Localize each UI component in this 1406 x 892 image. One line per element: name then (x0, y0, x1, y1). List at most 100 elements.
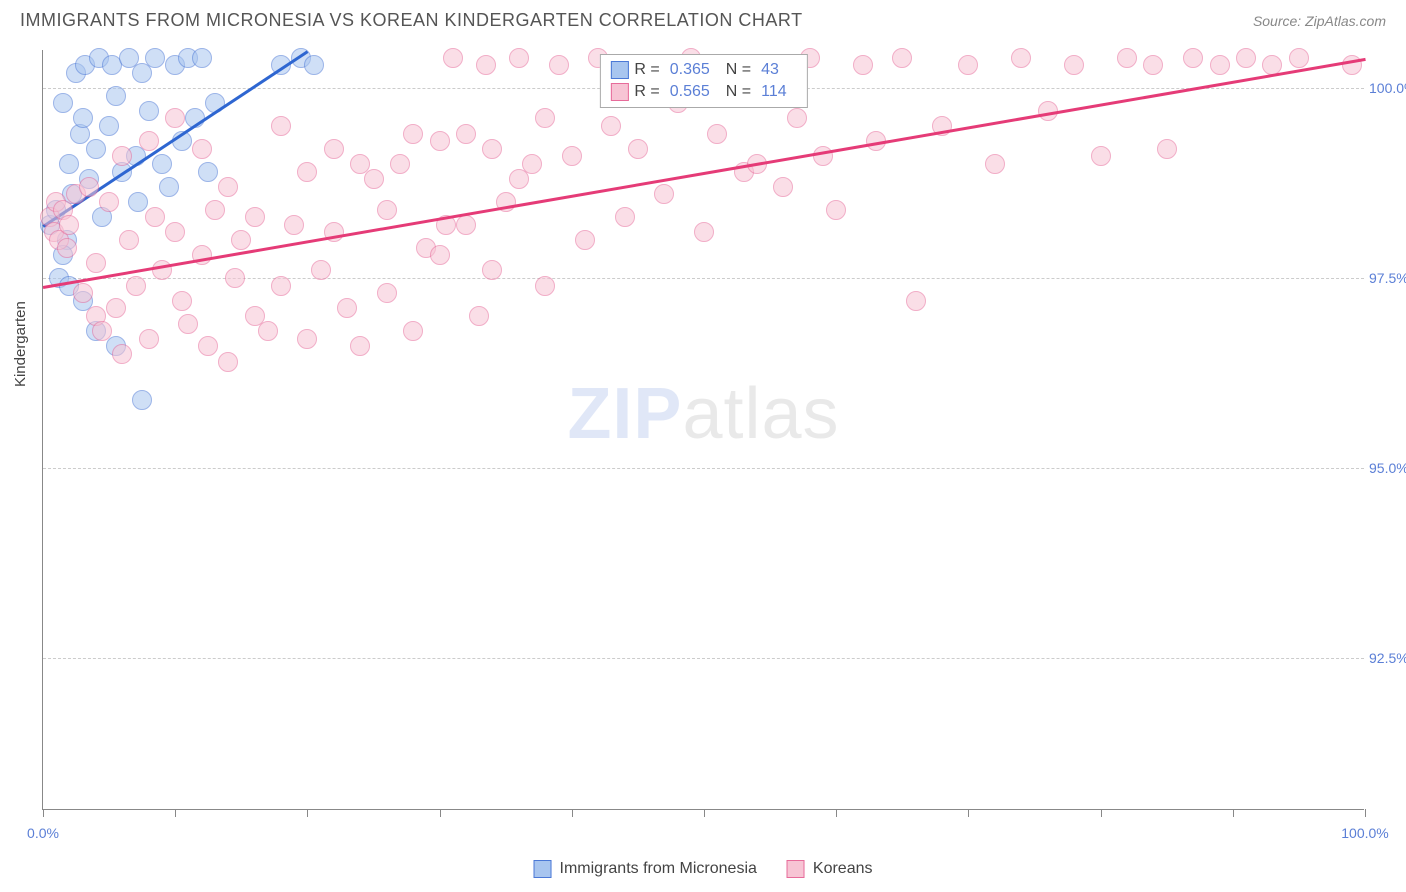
data-point (654, 184, 674, 204)
data-point (476, 55, 496, 75)
legend-r-label: R = (634, 61, 659, 79)
data-point (1183, 48, 1203, 68)
data-point (985, 154, 1005, 174)
correlation-legend: R = 0.365 N = 43 R = 0.565 N = 114 (599, 54, 807, 108)
data-point (1289, 48, 1309, 68)
data-point (172, 291, 192, 311)
data-point (694, 222, 714, 242)
chart-header: IMMIGRANTS FROM MICRONESIA VS KOREAN KIN… (0, 0, 1406, 37)
data-point (1064, 55, 1084, 75)
xtick-label: 100.0% (1341, 825, 1388, 841)
data-point (430, 131, 450, 151)
legend-r-label: R = (634, 83, 659, 101)
ytick-label: 95.0% (1369, 460, 1406, 476)
legend-item-1: Koreans (787, 860, 873, 878)
data-point (271, 116, 291, 136)
data-point (192, 139, 212, 159)
scatter-plot-area: ZIPatlas R = 0.365 N = 43 R = 0.565 N = … (42, 50, 1364, 810)
watermark: ZIPatlas (567, 373, 839, 455)
data-point (324, 139, 344, 159)
data-point (205, 200, 225, 220)
data-point (958, 55, 978, 75)
data-point (139, 329, 159, 349)
data-point (430, 245, 450, 265)
y-axis-label: Kindergarten (12, 301, 29, 387)
data-point (892, 48, 912, 68)
data-point (575, 230, 595, 250)
data-point (79, 177, 99, 197)
data-point (350, 154, 370, 174)
data-point (73, 108, 93, 128)
data-point (145, 207, 165, 227)
data-point (225, 268, 245, 288)
xtick (704, 809, 705, 817)
legend-label-1: Koreans (813, 860, 873, 878)
xtick-label: 0.0% (27, 825, 59, 841)
data-point (549, 55, 569, 75)
data-point (53, 93, 73, 113)
ytick-label: 92.5% (1369, 650, 1406, 666)
data-point (482, 139, 502, 159)
data-point (304, 55, 324, 75)
data-point (106, 86, 126, 106)
data-point (787, 108, 807, 128)
gridline (43, 658, 1364, 659)
data-point (159, 177, 179, 197)
data-point (86, 253, 106, 273)
data-point (284, 215, 304, 235)
xtick (440, 809, 441, 817)
xtick (175, 809, 176, 817)
data-point (57, 238, 77, 258)
data-point (139, 131, 159, 151)
data-point (377, 200, 397, 220)
data-point (403, 321, 423, 341)
legend-swatch-1 (610, 83, 628, 101)
xtick (1101, 809, 1102, 817)
chart-title: IMMIGRANTS FROM MICRONESIA VS KOREAN KIN… (20, 10, 803, 31)
data-point (906, 291, 926, 311)
legend-row-series-0: R = 0.365 N = 43 (610, 59, 796, 81)
legend-swatch-0 (610, 61, 628, 79)
legend-row-series-1: R = 0.565 N = 114 (610, 81, 796, 103)
data-point (297, 329, 317, 349)
legend-n-value-1: 114 (761, 83, 787, 101)
series-legend: Immigrants from Micronesia Koreans (534, 860, 873, 878)
legend-n-label: N = (726, 83, 751, 101)
gridline (43, 468, 1364, 469)
data-point (192, 48, 212, 68)
data-point (1117, 48, 1137, 68)
data-point (1091, 146, 1111, 166)
legend-swatch-icon (787, 860, 805, 878)
xtick (1233, 809, 1234, 817)
data-point (132, 390, 152, 410)
data-point (601, 116, 621, 136)
data-point (1157, 139, 1177, 159)
data-point (119, 230, 139, 250)
data-point (126, 276, 146, 296)
data-point (165, 108, 185, 128)
data-point (456, 124, 476, 144)
data-point (86, 139, 106, 159)
data-point (562, 146, 582, 166)
xtick (307, 809, 308, 817)
data-point (218, 352, 238, 372)
data-point (258, 321, 278, 341)
data-point (628, 139, 648, 159)
legend-r-value-1: 0.565 (670, 83, 710, 101)
data-point (178, 314, 198, 334)
xtick (836, 809, 837, 817)
legend-label-0: Immigrants from Micronesia (560, 860, 757, 878)
legend-n-label: N = (726, 61, 751, 79)
data-point (535, 108, 555, 128)
legend-r-value-0: 0.365 (670, 61, 710, 79)
xtick (1365, 809, 1366, 817)
data-point (337, 298, 357, 318)
xtick (43, 809, 44, 817)
data-point (99, 116, 119, 136)
data-point (106, 298, 126, 318)
data-point (198, 336, 218, 356)
data-point (1210, 55, 1230, 75)
data-point (535, 276, 555, 296)
data-point (853, 55, 873, 75)
data-point (364, 169, 384, 189)
